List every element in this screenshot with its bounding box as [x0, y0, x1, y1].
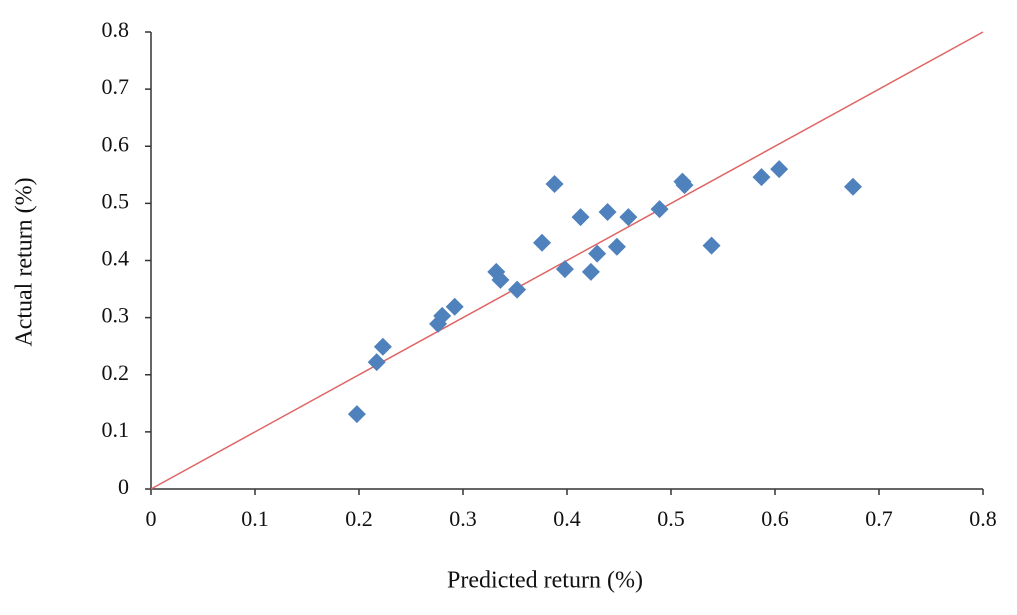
point	[607, 237, 626, 256]
point	[581, 262, 600, 281]
reference-line	[150, 31, 984, 490]
y-tick-label: 0.5	[102, 188, 130, 213]
x-axis-title: Predicted return (%)	[447, 568, 643, 594]
point	[571, 208, 590, 227]
point	[598, 202, 617, 221]
y-tick-label: 0.1	[102, 417, 130, 442]
point	[545, 174, 564, 193]
y-tick-label: 0	[118, 474, 129, 499]
y-tick-label: 0.6	[102, 131, 130, 156]
y-tick-label: 0.3	[102, 303, 130, 328]
point	[555, 260, 574, 279]
point	[752, 168, 771, 187]
y-axis-title: Actual return (%)	[12, 177, 38, 346]
point	[844, 177, 862, 196]
x-tick-label: 0.2	[345, 506, 373, 531]
point	[373, 337, 392, 356]
x-tick-label: 0.5	[657, 506, 685, 531]
x-tick-label: 0	[146, 506, 157, 531]
y-tick-label: 0.4	[102, 246, 130, 271]
x-tick-label: 0.7	[865, 506, 893, 531]
point	[619, 208, 638, 227]
point	[650, 200, 669, 219]
y-tick-label: 0.2	[102, 360, 130, 385]
x-tick-label: 0.1	[241, 506, 269, 531]
point	[491, 270, 510, 289]
point	[433, 306, 452, 325]
y-tick-label: 0.7	[102, 74, 130, 99]
x-tick-label: 0.6	[761, 506, 789, 531]
point	[347, 405, 366, 424]
x-tick-label: 0.4	[553, 506, 581, 531]
y-tick-label: 0.8	[102, 17, 130, 42]
point	[445, 297, 464, 316]
x-tick-label: 0.8	[969, 506, 997, 531]
x-tick-label: 0.3	[449, 506, 477, 531]
point	[508, 280, 527, 299]
point	[702, 236, 721, 255]
point	[770, 160, 789, 179]
point	[675, 176, 694, 195]
point	[588, 244, 607, 263]
point	[533, 233, 552, 252]
point	[367, 353, 386, 372]
